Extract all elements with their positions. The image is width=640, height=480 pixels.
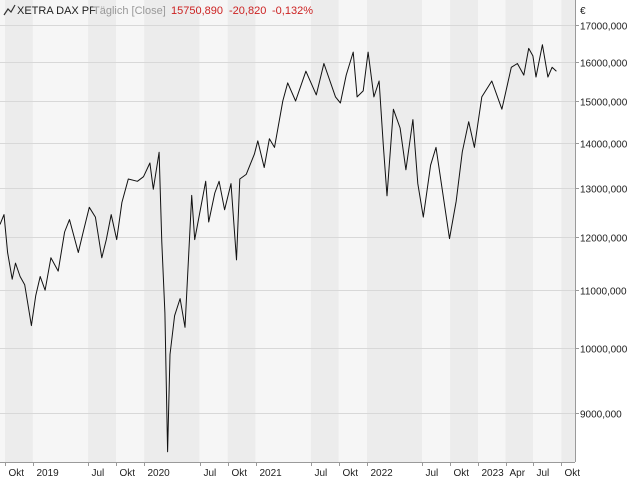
x-tick-label: 2019 xyxy=(37,468,60,479)
x-tick-label: Jul xyxy=(315,468,328,479)
quarter-band xyxy=(32,0,89,462)
y-axis-ticks: 9000,000 10000,000 11000,000 12000,000 13000… xyxy=(575,22,628,421)
x-tick-label: 2023 xyxy=(482,468,505,479)
y-tick-label: 11000,000 xyxy=(580,287,627,298)
y-tick-label: 10000,000 xyxy=(580,345,628,356)
interval-label: Täglich [Close] xyxy=(93,5,166,17)
quarter-band xyxy=(422,0,451,462)
y-tick-label: 12000,000 xyxy=(580,234,628,245)
y-tick-label: 15000,000 xyxy=(580,98,628,109)
y-tick-label: 17000,000 xyxy=(580,22,628,33)
x-tick-label: Okt xyxy=(232,468,248,479)
quarter-band xyxy=(561,0,575,462)
y-tick-label: 16000,000 xyxy=(580,59,628,70)
series-line xyxy=(0,44,557,453)
quarter-band xyxy=(227,0,256,462)
quarter-band xyxy=(199,0,228,462)
symbol-name: XETRA DAX PF xyxy=(17,5,96,17)
quarter-band xyxy=(116,0,145,462)
price-change: -20,820 xyxy=(229,5,266,17)
price-change-percent: -0,132% xyxy=(272,5,313,17)
quarter-band xyxy=(450,0,479,462)
x-tick-label: Okt xyxy=(343,468,359,479)
currency-label: € xyxy=(580,6,586,17)
quarter-bands xyxy=(0,0,575,462)
last-price: 15750,890 xyxy=(171,5,223,17)
quarter-band xyxy=(338,0,367,462)
quarter-band xyxy=(478,0,506,462)
y-tick-label: 14000,000 xyxy=(580,140,628,151)
x-tick-label: 2021 xyxy=(260,468,283,479)
x-tick-label: Okt xyxy=(9,468,25,479)
quarter-band xyxy=(255,0,311,462)
grid-lines xyxy=(0,25,575,414)
x-tick-label: Jul xyxy=(537,468,550,479)
x-tick-label: 2020 xyxy=(148,468,171,479)
quarter-band xyxy=(4,0,33,462)
quarter-band xyxy=(144,0,200,462)
x-tick-label: 2022 xyxy=(371,468,394,479)
line-chart-icon xyxy=(3,4,16,16)
x-tick-label: Okt xyxy=(454,468,470,479)
x-axis-ticks: Okt 2019 Jul Okt 2020 Jul Okt 2021 Jul Okt 2022 Jul… xyxy=(5,462,581,479)
quarter-band xyxy=(505,0,534,462)
chart-header: XETRA DAX PF Täglich [Close] 15750,890 -… xyxy=(3,4,313,17)
quarter-band xyxy=(88,0,117,462)
y-tick-label: 13000,000 xyxy=(580,185,628,196)
x-tick-label: Okt xyxy=(120,468,136,479)
x-tick-label: Okt xyxy=(565,468,581,479)
x-tick-label: Jul xyxy=(204,468,217,479)
x-tick-label: Jul xyxy=(426,468,439,479)
x-tick-label: Jul xyxy=(92,468,105,479)
quarter-band xyxy=(0,0,5,462)
x-tick-label: Apr xyxy=(510,468,526,479)
quarter-band xyxy=(310,0,339,462)
quarter-band xyxy=(366,0,423,462)
price-series xyxy=(0,44,557,453)
quarter-band xyxy=(533,0,562,462)
y-tick-label: 9000,000 xyxy=(580,410,622,421)
